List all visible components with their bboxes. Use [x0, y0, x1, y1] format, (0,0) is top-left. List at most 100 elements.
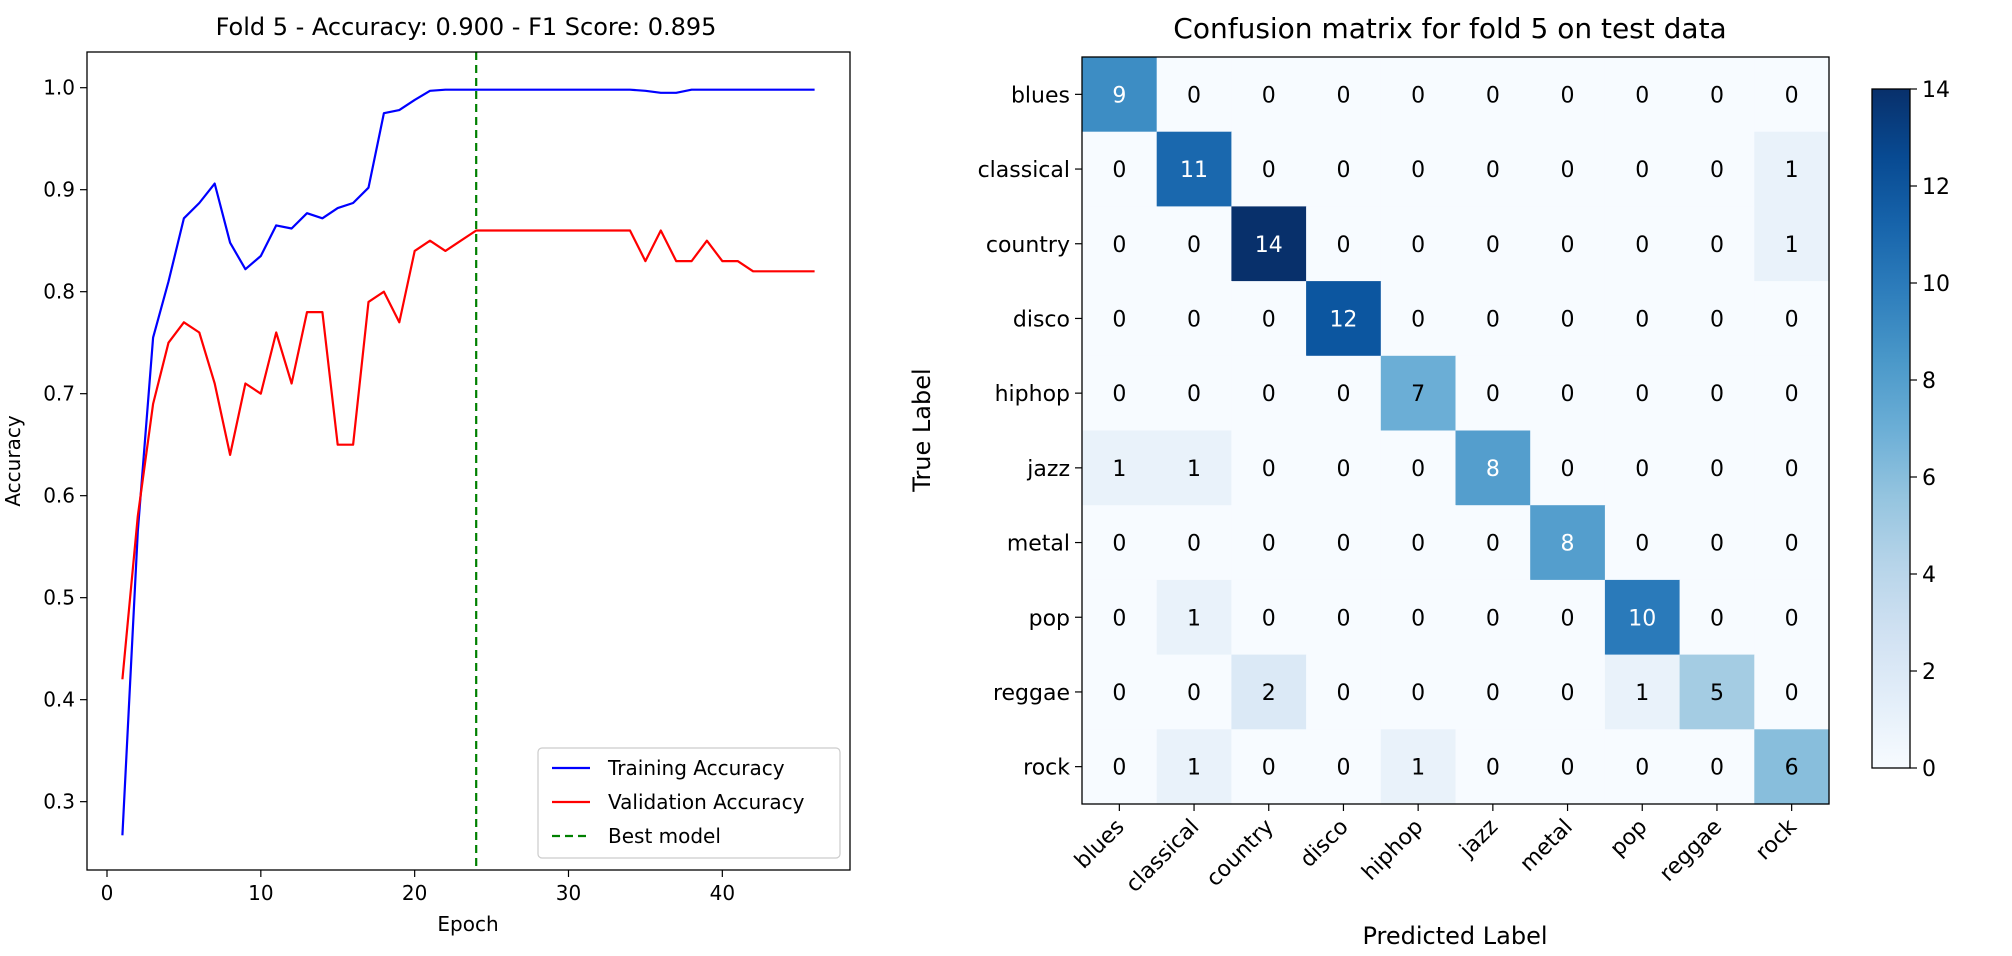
row-label: rock — [1023, 756, 1070, 781]
matrix-cell-value: 0 — [1561, 606, 1575, 631]
matrix-cell-value: 0 — [1112, 606, 1126, 631]
matrix-cell-value: 1 — [1635, 681, 1649, 706]
matrix-cell — [1380, 355, 1457, 432]
matrix-cell — [1679, 505, 1755, 581]
matrix-cell — [1156, 505, 1232, 581]
matrix-cell — [1380, 579, 1457, 656]
matrix-cell — [1455, 654, 1531, 730]
matrix-cell-value: 1 — [1187, 457, 1201, 482]
matrix-cell-value: 0 — [1486, 532, 1500, 557]
line-chart-x-axis-label: Epoch — [437, 912, 498, 936]
column-label: reggae — [1655, 815, 1727, 887]
matrix-cell-value: 0 — [1112, 756, 1126, 781]
matrix-cell — [1156, 57, 1232, 133]
matrix-cell — [1679, 281, 1755, 357]
matrix-cell — [1679, 579, 1755, 656]
matrix-cell — [1156, 729, 1232, 805]
matrix-cell — [1679, 654, 1755, 730]
matrix-cell-value: 0 — [1561, 756, 1575, 781]
colorbar-tick-label: 8 — [1922, 369, 1936, 394]
colorbar-tick-label: 0 — [1922, 757, 1936, 782]
matrix-cell-value: 0 — [1635, 83, 1649, 108]
matrix-cell-value: 0 — [1710, 606, 1724, 631]
colorbar-ticks: 0 2 4 6 8 10 12 14 — [1910, 78, 1950, 782]
matrix-cell — [1082, 57, 1158, 133]
matrix-cell-value: 0 — [1785, 382, 1799, 407]
matrix-cell-value: 0 — [1262, 606, 1276, 631]
matrix-cell — [1231, 579, 1307, 656]
matrix-cell — [1455, 206, 1531, 282]
matrix-cell-value: 0 — [1785, 606, 1799, 631]
matrix-cell — [1679, 355, 1755, 432]
matrix-cell-value: 0 — [1561, 457, 1575, 482]
matrix-cell-value: 0 — [1561, 83, 1575, 108]
matrix-cell — [1380, 505, 1457, 581]
column-label: hiphop — [1357, 815, 1428, 886]
matrix-cell — [1754, 729, 1830, 805]
matrix-cell-value: 0 — [1635, 532, 1649, 557]
matrix-cell — [1231, 505, 1307, 581]
matrix-cell — [1156, 281, 1232, 357]
column-label: metal — [1515, 815, 1577, 877]
matrix-cell — [1306, 430, 1382, 506]
matrix-cell-value: 0 — [1411, 307, 1425, 332]
matrix-cell-value: 0 — [1561, 681, 1575, 706]
matrix-cell-value: 0 — [1635, 756, 1649, 781]
matrix-cell-value: 0 — [1710, 756, 1724, 781]
matrix-cell — [1082, 729, 1158, 805]
matrix-cell — [1530, 131, 1606, 207]
legend-label-best-model: Best model — [608, 824, 721, 848]
matrix-cell — [1306, 131, 1382, 207]
matrix-cell — [1082, 131, 1158, 207]
y-tick-label: 1.0 — [43, 76, 75, 100]
matrix-cell — [1455, 505, 1531, 581]
line-chart-y-ticks: 0.3 0.4 0.5 0.6 0.7 0.8 0.9 1.0 — [43, 76, 87, 814]
matrix-cell-value: 1 — [1411, 756, 1425, 781]
matrix-cell-value: 0 — [1262, 382, 1276, 407]
line-chart-x-ticks: 0 10 20 30 40 — [101, 870, 735, 905]
matrix-cell — [1380, 131, 1457, 207]
matrix-cell-value: 0 — [1710, 532, 1724, 557]
matrix-cell — [1754, 579, 1830, 656]
confusion-matrix-row-labels: blues classical country disco hiphop jazz meta… — [978, 83, 1082, 781]
matrix-cell — [1082, 430, 1158, 506]
colorbar-tick-label: 12 — [1922, 175, 1950, 200]
matrix-cell-value: 0 — [1262, 307, 1276, 332]
matrix-cell-value: 0 — [1336, 233, 1350, 258]
x-tick-label: 20 — [402, 881, 427, 905]
matrix-cell — [1530, 281, 1606, 357]
matrix-cell-value: 1 — [1187, 606, 1201, 631]
line-chart-legend: Training Accuracy Validation Accuracy Be… — [537, 747, 841, 859]
matrix-cell — [1679, 57, 1755, 133]
matrix-cell — [1455, 355, 1531, 432]
matrix-cell — [1380, 430, 1457, 506]
matrix-cell-value: 1 — [1187, 756, 1201, 781]
matrix-cell — [1231, 206, 1307, 282]
legend-label-validation: Validation Accuracy — [608, 790, 805, 814]
matrix-cell-value: 0 — [1486, 756, 1500, 781]
matrix-cell-value: 0 — [1411, 158, 1425, 183]
y-tick-label: 0.6 — [43, 484, 75, 508]
matrix-cell-value: 0 — [1336, 457, 1350, 482]
matrix-cell — [1754, 505, 1830, 581]
matrix-cell — [1231, 355, 1307, 432]
x-tick-label: 30 — [556, 881, 581, 905]
matrix-cell — [1455, 579, 1531, 656]
matrix-cell — [1306, 281, 1382, 357]
matrix-cell — [1231, 430, 1307, 506]
matrix-cell-value: 0 — [1411, 606, 1425, 631]
matrix-cell-value: 0 — [1411, 532, 1425, 557]
matrix-cell-value: 12 — [1329, 307, 1357, 332]
matrix-cell-value: 0 — [1561, 382, 1575, 407]
y-tick-label: 0.8 — [43, 280, 75, 304]
matrix-cell-value: 0 — [1411, 233, 1425, 258]
matrix-cell — [1679, 206, 1755, 282]
matrix-cell-value: 0 — [1486, 382, 1500, 407]
matrix-cell-value: 0 — [1486, 307, 1500, 332]
matrix-cell-value: 0 — [1486, 83, 1500, 108]
matrix-cell — [1306, 579, 1382, 656]
matrix-cell — [1604, 505, 1681, 581]
matrix-cell — [1082, 654, 1158, 730]
matrix-cell — [1156, 579, 1232, 656]
